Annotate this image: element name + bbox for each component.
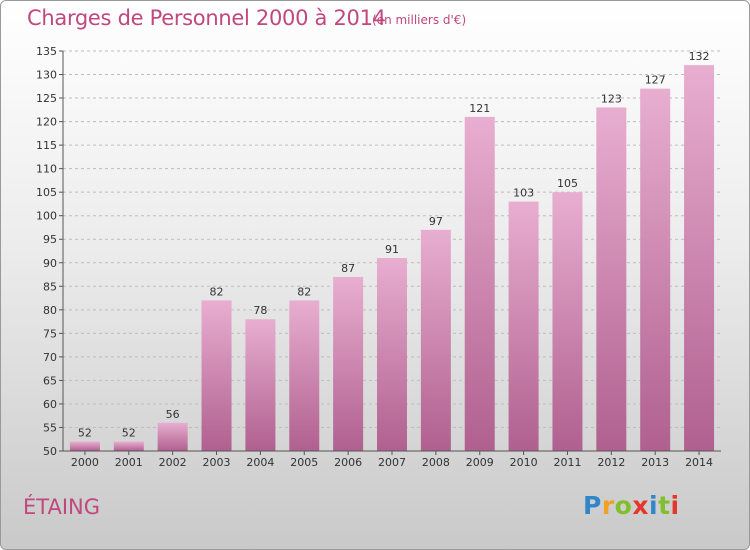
y-tick-label: 60 [43, 398, 57, 411]
y-tick-label: 115 [36, 139, 57, 152]
x-tick-label: 2002 [159, 456, 187, 469]
data-label: 105 [557, 177, 578, 190]
bar [157, 422, 188, 451]
bar [420, 229, 451, 451]
bar [377, 258, 407, 451]
data-label: 132 [689, 50, 710, 63]
bar [113, 441, 144, 451]
bar [508, 201, 539, 451]
y-tick-label: 50 [43, 445, 57, 458]
y-tick-label: 95 [43, 233, 57, 246]
logo-letter: x [632, 491, 649, 520]
logo-letter: o [614, 491, 633, 520]
bar [464, 116, 495, 451]
x-tick-label: 2012 [597, 456, 625, 469]
chart-title: Charges de Personnel 2000 à 2014 [27, 6, 386, 30]
x-tick-label: 2004 [246, 456, 274, 469]
y-tick-label: 110 [36, 163, 57, 176]
x-tick-label: 2007 [378, 456, 406, 469]
data-label: 121 [469, 102, 490, 115]
x-tick-label: 2014 [685, 456, 713, 469]
data-label: 56 [166, 408, 180, 421]
y-tick-label: 75 [43, 327, 57, 340]
y-tick-label: 125 [36, 92, 57, 105]
chart-subtitle: (en milliers d'€) [372, 13, 467, 27]
data-label: 82 [210, 285, 224, 298]
data-label: 123 [601, 92, 622, 105]
bar [684, 65, 715, 451]
logo-letter: P [583, 491, 602, 520]
x-tick-label: 2005 [290, 456, 318, 469]
labels: 50 55 60 65 70 75 80 85 90 95 100 105 110 115 120 125 13… [36, 45, 713, 469]
data-label: 91 [385, 243, 399, 256]
y-tick-label: 100 [36, 210, 57, 223]
x-tick-label: 2011 [553, 456, 581, 469]
x-tick-label: 2000 [71, 456, 99, 469]
x-tick-label: 2010 [510, 456, 538, 469]
y-tick-label: 85 [43, 280, 57, 293]
data-label: 78 [253, 304, 267, 317]
commune-name: ÉTAING [23, 495, 101, 519]
y-tick-label: 105 [36, 186, 57, 199]
bar [289, 300, 320, 451]
proxiti-logo: Proxiti [583, 491, 680, 520]
y-tick-label: 80 [43, 304, 57, 317]
bar [69, 441, 100, 451]
logo-letter: t [658, 491, 671, 520]
x-tick-label: 2008 [422, 456, 450, 469]
bar [333, 276, 364, 451]
axes [59, 50, 721, 455]
data-label: 52 [122, 427, 136, 440]
x-tick-label: 2006 [334, 456, 362, 469]
data-label: 127 [645, 74, 666, 87]
x-tick-label: 2009 [466, 456, 494, 469]
data-label: 97 [429, 215, 443, 228]
y-tick-label: 65 [43, 374, 57, 387]
logo-letter: r [601, 491, 615, 520]
logo-letter: i [670, 491, 680, 520]
bar [245, 319, 276, 451]
y-tick-label: 130 [36, 69, 57, 82]
data-label: 52 [78, 427, 92, 440]
data-label: 103 [513, 187, 534, 200]
bar [552, 192, 583, 452]
bar [201, 300, 232, 451]
y-tick-label: 70 [43, 351, 57, 364]
x-tick-label: 2003 [203, 456, 231, 469]
logo-letter: i [649, 491, 659, 520]
x-tick-label: 2013 [641, 456, 669, 469]
x-tick-label: 2001 [115, 456, 143, 469]
y-tick-label: 120 [36, 116, 57, 129]
data-label: 82 [297, 285, 311, 298]
bars [69, 65, 715, 452]
bar [596, 107, 627, 452]
y-tick-label: 90 [43, 257, 57, 270]
y-tick-label: 55 [43, 421, 57, 434]
bar [640, 88, 671, 451]
y-tick-label: 135 [36, 45, 57, 58]
data-label: 87 [341, 262, 355, 275]
